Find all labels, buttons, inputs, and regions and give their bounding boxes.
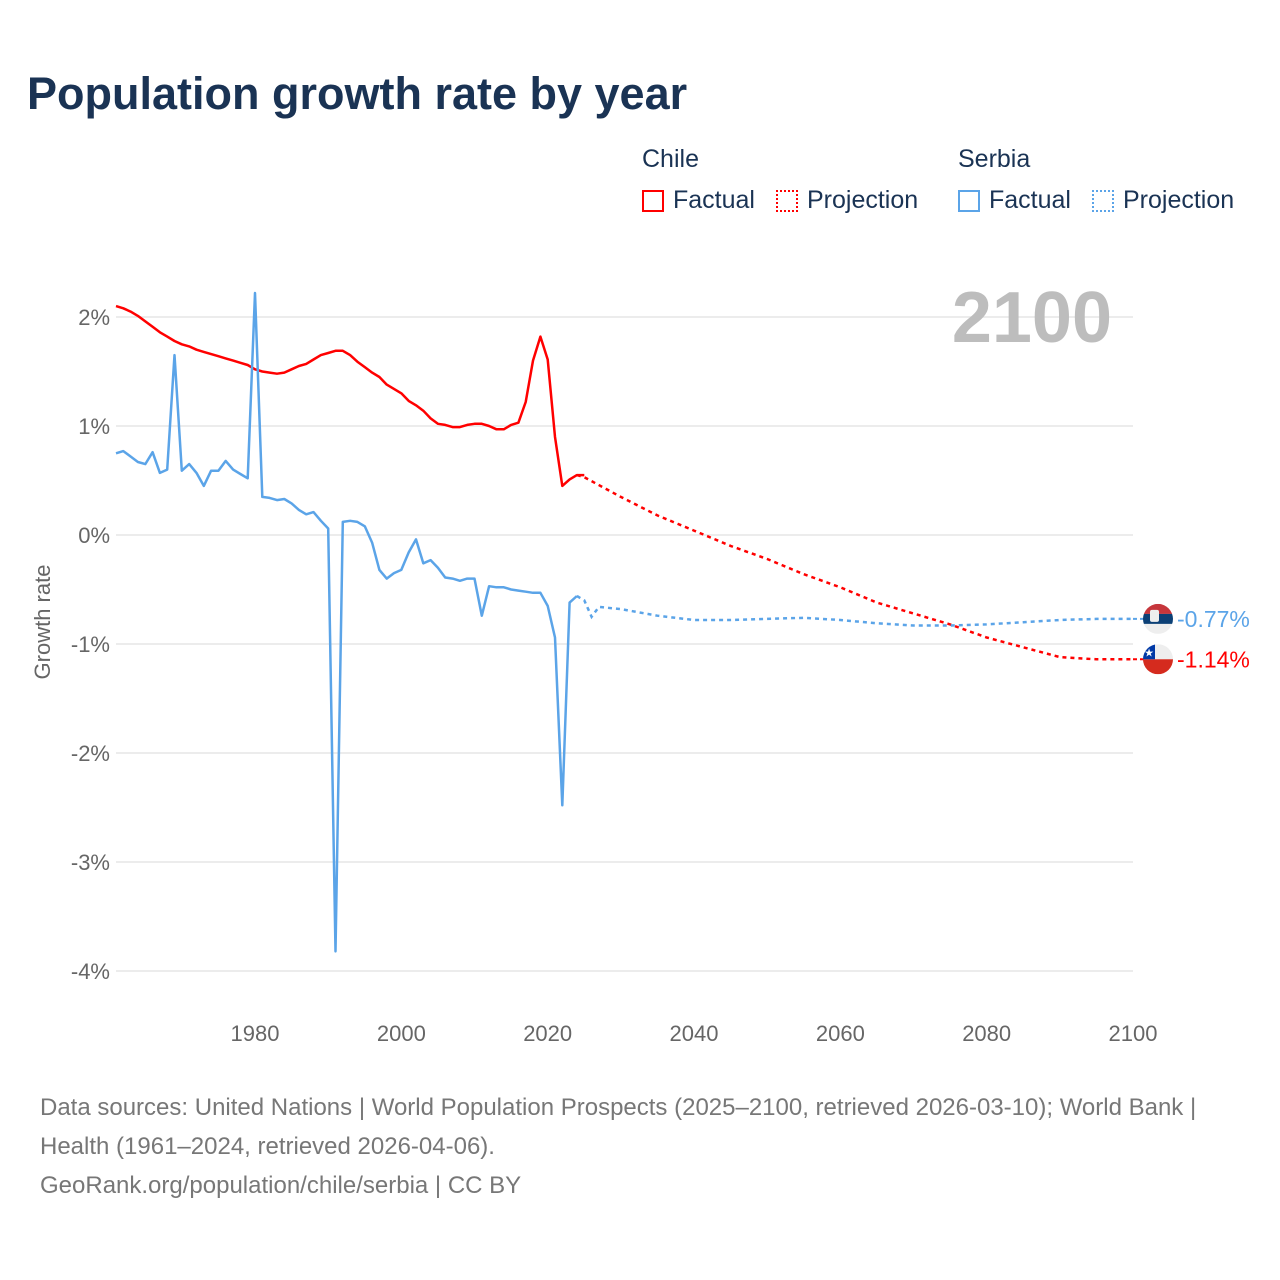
flag-white <box>1143 623 1173 634</box>
legend-swatch-dotted <box>1092 189 1114 212</box>
flag: ★ <box>1143 644 1173 675</box>
x-tick-label: 2080 <box>962 1021 1011 1046</box>
chile-end-value: -1.14% <box>1177 646 1250 672</box>
x-tick-label: 2020 <box>523 1021 572 1046</box>
x-tick-label: 2060 <box>816 1021 865 1046</box>
x-tick-label: 1980 <box>231 1021 280 1046</box>
y-tick-label: -4% <box>71 959 110 984</box>
y-tick-label: -3% <box>71 850 110 875</box>
x-tick-label: 2100 <box>1109 1021 1158 1046</box>
serbia-flag-icon <box>1143 603 1173 634</box>
y-tick-label: -1% <box>71 632 110 657</box>
y-tick-label: 2% <box>78 305 110 330</box>
flag-red <box>1143 603 1173 614</box>
y-tick-label: 0% <box>78 523 110 548</box>
chile-projection-line <box>576 473 1133 661</box>
flag-red <box>1143 659 1173 675</box>
plot-area: 2% 1% 0% -1% -2% -3% -4% 1980 2000 2020 2040 2060 20… <box>30 278 1250 1046</box>
footer: Data sources: United Nations | World Pop… <box>40 1088 1240 1205</box>
x-tick-label: 2040 <box>670 1021 719 1046</box>
legend-serbia-projection[interactable]: Projection <box>1092 186 1234 215</box>
x-tick-label: 2000 <box>377 1021 426 1046</box>
serbia-factual-line <box>115 291 578 953</box>
serbia-end-value: -0.77% <box>1177 606 1250 632</box>
flag-emblem <box>1150 609 1159 622</box>
serbia-projection-line <box>576 594 1133 627</box>
flag-star: ★ <box>1144 647 1154 659</box>
y-axis-label: Growth rate <box>30 565 55 680</box>
legend-serbia-factual[interactable]: Factual <box>958 186 1071 215</box>
legend-chile-projection[interactable]: Projection <box>776 186 918 215</box>
legend-label: Factual <box>989 186 1071 214</box>
legend-group-serbia: Serbia <box>958 145 1031 173</box>
legend-swatch-solid <box>642 189 664 212</box>
chart-title: Population growth rate by year <box>27 68 688 119</box>
credit-link[interactable]: GeoRank.org/population/chile/serbia | CC… <box>40 1172 522 1199</box>
legend-swatch-dotted <box>776 189 798 212</box>
legend-label: Projection <box>807 186 919 214</box>
chile-flag-icon: ★ <box>1143 644 1173 675</box>
legend-chile-factual[interactable]: Factual <box>642 186 755 215</box>
y-tick-label: -2% <box>71 741 110 766</box>
flag <box>1143 603 1173 634</box>
y-tick-label: 1% <box>78 414 110 439</box>
legend-label: Projection <box>1123 186 1235 214</box>
year-label: 2100 <box>952 278 1112 358</box>
chile-factual-line <box>115 304 585 488</box>
legend-swatch-solid <box>958 189 980 212</box>
legend-label: Factual <box>673 186 755 214</box>
legend-group-chile: Chile <box>642 145 699 173</box>
data-sources: Data sources: United Nations | World Pop… <box>40 1094 1197 1160</box>
